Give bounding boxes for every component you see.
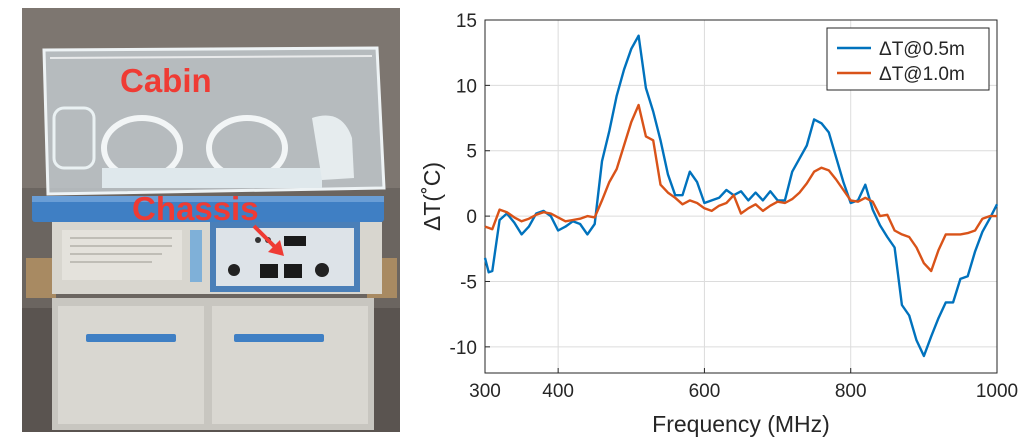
y-tick-label: -5 — [460, 272, 477, 293]
x-axis-title: Frequency (MHz) — [652, 411, 830, 437]
x-tick-label: 600 — [689, 381, 721, 402]
digital-display-icon — [284, 236, 306, 246]
chassis-body — [52, 222, 382, 294]
control-knob-icon — [228, 264, 240, 276]
axes: 300 400 600 800 1000 15 10 5 0 -5 -10 — [450, 11, 1019, 402]
legend-box — [826, 27, 990, 91]
temperature-chart: 300 400 600 800 1000 15 10 5 0 -5 -10 ΔT@0.5m ΔT@1.… — [419, 11, 1019, 437]
y-tick-label: 15 — [456, 11, 477, 32]
porthole-icon — [52, 106, 96, 170]
cabin-label: Cabin — [120, 62, 212, 99]
y-tick-label: 0 — [466, 207, 477, 228]
legend-label-1: ΔT@0.5m — [879, 39, 965, 60]
chassis-label: Chassis — [132, 190, 259, 227]
incubator-photo: Cabin Chassis — [22, 8, 400, 432]
cabin-hood — [42, 46, 386, 196]
wooden-cart — [26, 258, 56, 298]
legend: ΔT@0.5m ΔT@1.0m — [826, 27, 990, 91]
x-tick-label: 400 — [542, 381, 574, 402]
control-knob-icon — [315, 263, 329, 277]
y-tick-label: 10 — [456, 76, 477, 97]
series-layer — [483, 34, 999, 358]
lower-cabinet — [52, 298, 374, 430]
x-tick-label: 800 — [835, 381, 867, 402]
legend-label-2: ΔT@1.0m — [879, 64, 965, 85]
series-line-1 — [483, 34, 999, 358]
y-tick-label: 5 — [466, 142, 477, 163]
axis-box — [484, 19, 998, 374]
y-axis-title: ΔT(˚C) — [419, 162, 445, 231]
series-line-2 — [484, 103, 997, 273]
blue-rail — [32, 196, 384, 222]
x-tick-label: 300 — [469, 381, 501, 402]
y-tick-label: -10 — [450, 338, 477, 359]
x-tick-label: 1000 — [976, 381, 1018, 402]
arrow-icon — [252, 224, 284, 256]
